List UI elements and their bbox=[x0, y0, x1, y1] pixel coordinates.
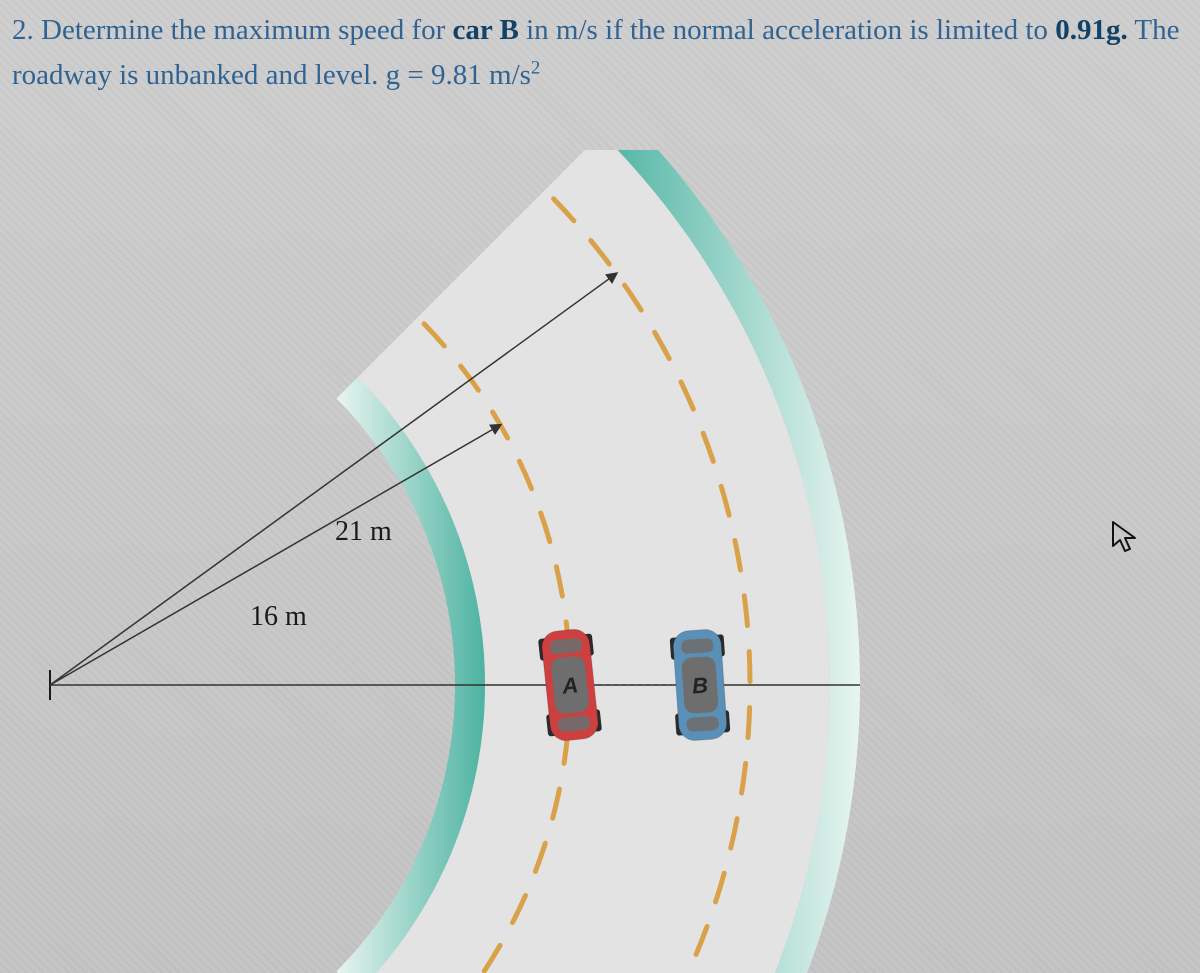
label-21m: 21 m bbox=[335, 516, 392, 547]
q-exp: 2 bbox=[531, 57, 540, 78]
mouse-cursor-icon bbox=[1110, 520, 1140, 562]
q-limit: 0.91g. bbox=[1055, 14, 1128, 46]
q-t2: in m/s if the normal acceleration is lim… bbox=[519, 14, 1055, 46]
car-a: A bbox=[537, 627, 602, 742]
q-t1: Determine the maximum speed for bbox=[41, 14, 453, 46]
q-number: 2. bbox=[12, 14, 34, 46]
car-b: B bbox=[669, 628, 731, 741]
road-diagram: 16 m 21 m A B bbox=[0, 150, 1200, 973]
q-carB: car B bbox=[453, 14, 519, 46]
label-16m: 16 m bbox=[250, 601, 307, 632]
diagram-svg: 16 m 21 m A B bbox=[0, 150, 1200, 973]
car-b-label: B bbox=[691, 672, 709, 698]
radius-arrow-0 bbox=[50, 425, 500, 685]
car-a-label: A bbox=[560, 672, 579, 699]
question-text: 2. Determine the maximum speed for car B… bbox=[12, 8, 1188, 98]
